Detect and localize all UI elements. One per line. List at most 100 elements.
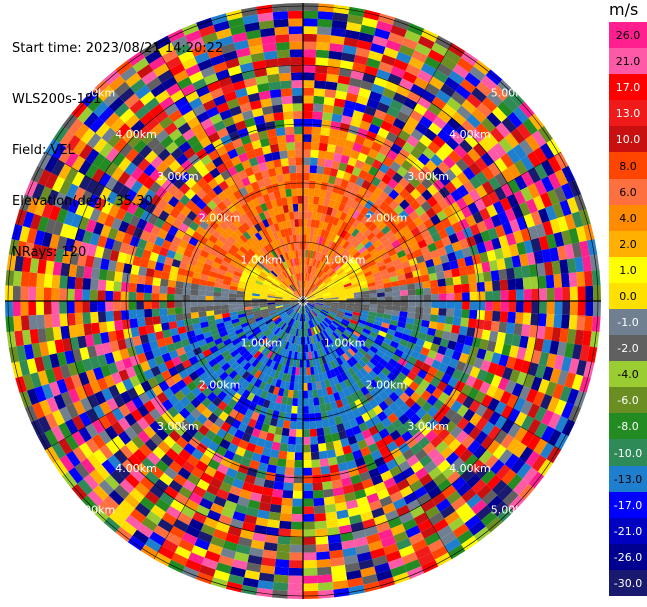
ray-gate — [354, 294, 362, 299]
ray-gate — [526, 251, 537, 266]
ray-gate — [240, 456, 252, 468]
ray-gate — [144, 438, 158, 452]
ray-gate — [111, 435, 126, 450]
ray-gate — [516, 462, 532, 479]
ray-gate — [432, 256, 442, 266]
ray-gate — [314, 80, 327, 89]
ray-gate — [561, 182, 574, 200]
ray-gate — [255, 342, 264, 351]
ray-gate — [327, 313, 335, 319]
colorbar-tick-label: 10.0 — [615, 133, 641, 147]
ray-gate — [171, 372, 183, 384]
ray-gate — [296, 172, 303, 181]
ray-gate — [539, 301, 547, 314]
ray-gate — [480, 230, 492, 243]
ray-gate — [330, 305, 339, 309]
ray-gate — [255, 316, 264, 322]
ray-gate — [77, 253, 87, 267]
ray-gate — [346, 301, 355, 304]
ray-gate — [126, 387, 139, 400]
ray-gate — [60, 262, 70, 277]
ray-gate — [377, 301, 386, 306]
ray-gate — [371, 474, 384, 486]
ray-gate — [538, 313, 547, 327]
ray-gate — [525, 388, 538, 404]
ray-gate — [531, 237, 542, 252]
ray-gate — [564, 243, 575, 260]
ray-gate — [244, 306, 253, 311]
ray-gate — [303, 575, 318, 584]
ray-gate — [183, 312, 192, 320]
range-ring-label: 4.00km — [449, 462, 491, 475]
ray-gate — [337, 75, 351, 85]
ray-gate — [134, 344, 145, 355]
ray-gate — [75, 265, 85, 278]
ray-gate — [295, 157, 303, 166]
ray-gate — [232, 321, 241, 328]
ray-gate — [582, 255, 592, 272]
ray-gate — [289, 552, 303, 561]
ray-gate — [283, 294, 291, 298]
ray-gate — [323, 166, 332, 176]
ray-gate — [270, 325, 278, 332]
ray-gate — [164, 336, 174, 346]
ray-gate — [89, 301, 98, 313]
ray-gate — [248, 356, 257, 365]
ray-gate — [414, 312, 423, 320]
ray-gate — [316, 341, 322, 350]
ray-gate — [569, 286, 578, 301]
ray-gate — [191, 466, 205, 479]
ray-gate — [549, 368, 562, 384]
ray-gate — [237, 313, 246, 319]
ray-gate — [527, 151, 541, 168]
ray-gate — [275, 559, 290, 568]
ray-gate — [307, 299, 316, 301]
ray-gate — [209, 248, 219, 257]
ray-gate — [356, 39, 373, 51]
ray-gate — [150, 225, 162, 237]
ray-gate — [297, 305, 301, 313]
ray-gate — [78, 216, 90, 231]
ray-gate — [14, 330, 24, 347]
ray-gate — [144, 490, 160, 505]
ray-gate — [143, 301, 152, 310]
ray-gate — [373, 481, 387, 493]
ray-gate — [23, 242, 35, 258]
ray-gate — [164, 256, 174, 266]
ray-gate — [328, 199, 336, 209]
ray-gate — [276, 289, 285, 294]
colorbar-tick-label: 8.0 — [619, 159, 637, 173]
ray-gate — [20, 301, 29, 316]
ray-gate — [464, 255, 474, 267]
ray-gate — [561, 356, 572, 373]
ray-gate — [12, 301, 21, 317]
ray-gate — [294, 219, 300, 227]
ray-gate — [86, 345, 98, 359]
ray-gate — [445, 451, 460, 466]
ray-gate — [310, 274, 315, 283]
ray-gate — [150, 396, 162, 409]
ray-gate — [278, 311, 286, 317]
ray-gate — [277, 288, 285, 293]
ray-gate — [156, 254, 167, 264]
ray-gate — [298, 313, 301, 322]
ray-gate — [500, 290, 509, 301]
ray-gate — [334, 317, 342, 323]
ray-gate — [527, 225, 539, 240]
ray-gate — [281, 372, 288, 382]
ray-gate — [453, 284, 462, 294]
ray-gate — [540, 192, 553, 208]
ray-gate — [157, 440, 171, 454]
ray-gate — [379, 326, 389, 334]
ray-gate — [318, 589, 335, 599]
ray-gate — [144, 350, 155, 361]
ray-gate — [261, 346, 269, 355]
ray-gate — [378, 445, 391, 457]
ray-gate — [210, 266, 220, 274]
ray-gate — [150, 433, 164, 447]
ray-gate — [338, 390, 346, 400]
ray-gate — [332, 152, 343, 163]
ray-gate — [388, 199, 400, 211]
ray-gate — [283, 474, 294, 484]
ray-gate — [240, 322, 250, 329]
